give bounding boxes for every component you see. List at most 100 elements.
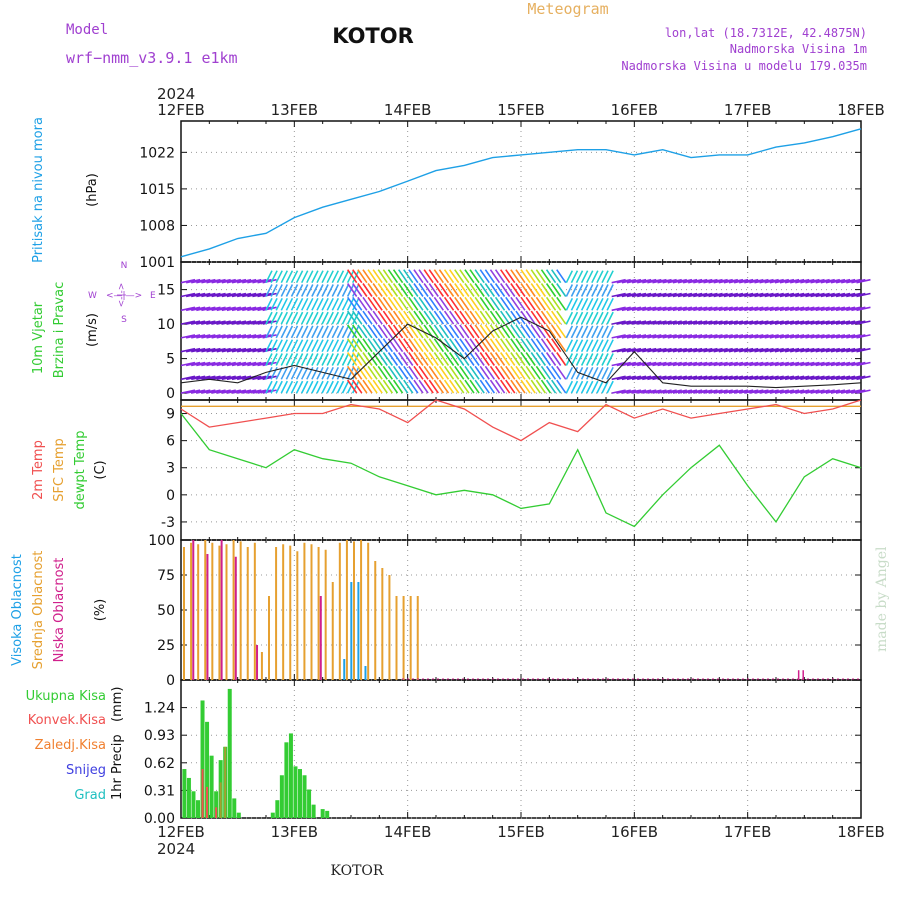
wind-barb: [362, 310, 373, 325]
wind-barb: [647, 347, 662, 353]
wind-barb: [454, 296, 465, 311]
wind-barb: [575, 284, 584, 297]
wind-barb: [846, 278, 861, 284]
wind-barb: [718, 375, 733, 381]
wind-barb: [601, 325, 609, 339]
wind-barb: [226, 278, 242, 284]
wind-barb: [687, 320, 703, 325]
wind-barb: [851, 334, 866, 339]
wind-barb: [438, 338, 450, 353]
wind-barb: [500, 379, 511, 394]
wind-barb: [403, 379, 414, 394]
wind-barb: [835, 347, 851, 353]
svg-text:<—|—>: <—|—>: [106, 291, 142, 301]
wind-barb: [459, 365, 470, 380]
wind-barb: [316, 380, 324, 394]
wind-barb: [586, 339, 594, 353]
wind-barb: [759, 320, 774, 325]
wind-barb: [698, 320, 713, 325]
wind-barb: [464, 338, 475, 353]
wind-barb: [398, 310, 409, 325]
wind-barb: [510, 379, 521, 394]
wind-barb: [403, 352, 414, 366]
temp-unit: (C): [93, 460, 108, 479]
elevation-label: Nadmorska Visina 1m: [730, 42, 867, 56]
wind-barb: [265, 311, 273, 325]
wind-barb: [764, 306, 779, 312]
wind-barb: [652, 361, 667, 367]
wind-barb: [856, 292, 871, 298]
wind-barb: [642, 306, 657, 312]
wind-barb: [764, 278, 779, 284]
wind-barb: [242, 292, 257, 298]
wind-barb: [423, 338, 434, 353]
wind-barb: [464, 352, 475, 366]
precip-bar: [205, 721, 210, 818]
y-tick-label: -3: [161, 515, 175, 531]
wind-barb: [631, 361, 647, 367]
wind-barb: [510, 269, 521, 284]
dewpt-title: dewpt Temp: [73, 430, 88, 509]
wind-barb: [438, 352, 450, 366]
wind-barb: [570, 297, 579, 311]
wind-barb: [672, 278, 688, 284]
wind-barb: [591, 366, 599, 380]
wind-barb: [295, 353, 304, 366]
wind-barb: [403, 338, 414, 353]
wind-barb: [257, 320, 272, 325]
wind-barb: [810, 389, 825, 394]
precip-bar: [236, 812, 241, 818]
wind-barb: [744, 292, 759, 298]
precip-bar: [293, 766, 298, 818]
wind-barb: [392, 365, 404, 380]
wind-barb: [300, 270, 309, 284]
wind-barb: [749, 320, 764, 325]
x-tick-label-bottom: 12FEB: [157, 823, 204, 841]
temp2m-line: [180, 399, 862, 442]
x-tick-label-top: 12FEB: [157, 101, 204, 119]
wind-barb: [530, 269, 541, 284]
wind-barb: [520, 296, 531, 311]
wind-barb: [280, 270, 289, 284]
wind-barb: [510, 352, 521, 366]
y-tick-label: 1008: [139, 218, 175, 234]
wind-barb: [311, 325, 319, 339]
wind-barb: [377, 283, 388, 297]
wind-barb: [601, 270, 609, 284]
wind-barb: [300, 380, 309, 394]
wind-barb: [540, 283, 552, 297]
wind-barb: [351, 297, 360, 311]
wind-barb: [565, 297, 574, 311]
wind-barb: [789, 389, 805, 394]
wind-barb: [433, 310, 445, 325]
wind-barb: [800, 306, 815, 312]
wind-barb: [774, 278, 790, 284]
wind-barb: [657, 278, 672, 284]
wind-barb: [347, 283, 358, 297]
precip-bar: [302, 775, 307, 818]
wind-barb: [211, 389, 226, 394]
wind-barb: [540, 310, 552, 325]
wind-barb: [586, 380, 594, 394]
compass-s: S: [121, 315, 127, 325]
wind-barb: [556, 269, 567, 284]
wind-barb: [580, 366, 589, 380]
wind-barb: [336, 380, 345, 394]
wind-barb: [474, 365, 485, 380]
wind-barb: [372, 310, 383, 325]
wind-barb: [428, 310, 439, 325]
wind-barb: [636, 306, 652, 312]
wind-barb: [565, 270, 574, 284]
precip-bar: [227, 688, 232, 818]
wind-barb: [505, 379, 516, 394]
wind-barb: [454, 283, 465, 297]
wind-barb: [438, 379, 450, 394]
wind-barb: [247, 361, 262, 367]
wind-barb: [784, 320, 800, 325]
wind-barb: [438, 283, 450, 297]
wind-barb: [698, 292, 713, 298]
wind-barb: [201, 334, 216, 339]
frz-precip-bar: [224, 746, 227, 818]
wind-barb: [201, 389, 216, 394]
precip-bar: [288, 733, 293, 818]
